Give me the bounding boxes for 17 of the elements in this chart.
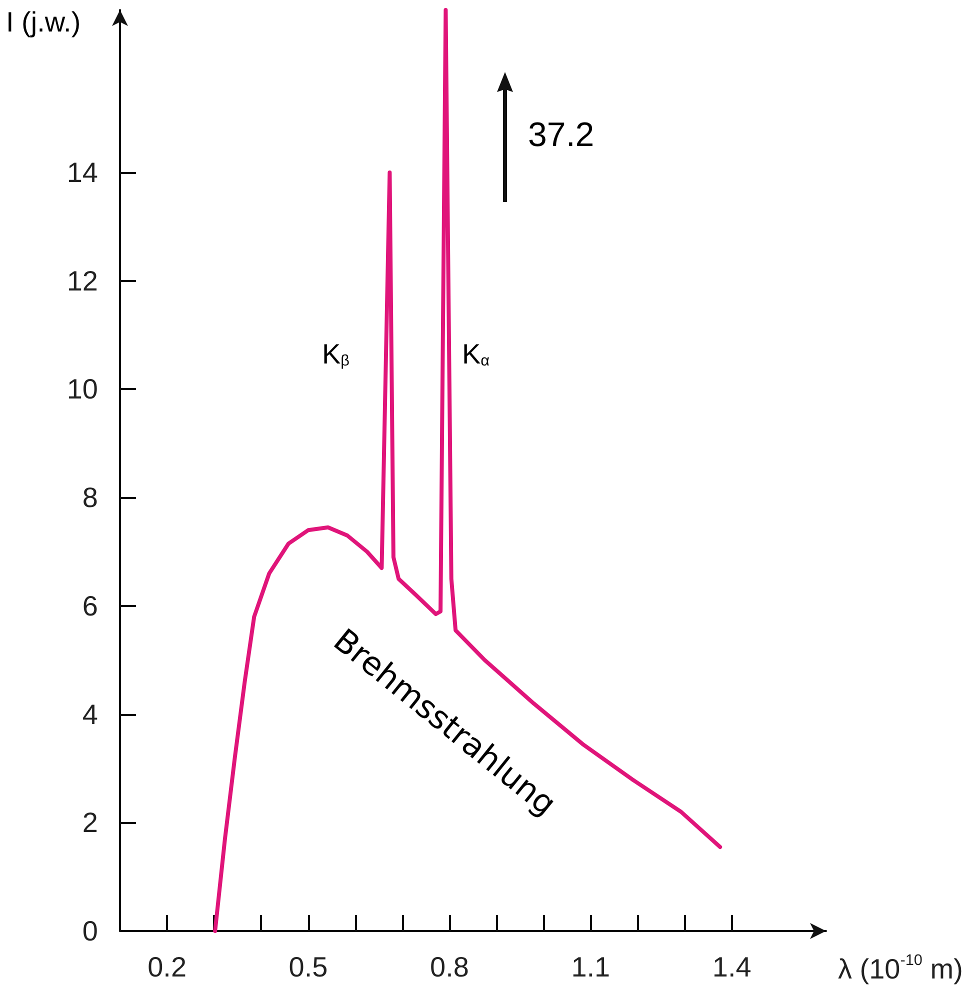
x-tick-label: 0.5: [288, 952, 328, 982]
x-tick-label: 0.8: [430, 952, 469, 982]
y-axis-title: I (j.w.): [6, 6, 81, 38]
x-tick-label: 0.2: [148, 952, 187, 982]
x-tick-label: 1.4: [712, 952, 752, 982]
annotation: 37.2: [528, 116, 594, 154]
annotation: Kα: [462, 338, 490, 370]
y-tick-label: 0: [82, 916, 98, 946]
y-tick-label: 14: [66, 157, 98, 188]
annotation: Kβ: [322, 338, 350, 370]
y-tick-label: 2: [82, 807, 98, 838]
x-tick-label: 1.1: [571, 952, 610, 982]
y-tick-label: 8: [82, 482, 98, 514]
y-tick-label: 4: [82, 698, 98, 730]
y-tick-label: 10: [66, 374, 98, 405]
y-tick-label: 12: [66, 265, 98, 296]
y-tick-label: 6: [82, 590, 98, 622]
